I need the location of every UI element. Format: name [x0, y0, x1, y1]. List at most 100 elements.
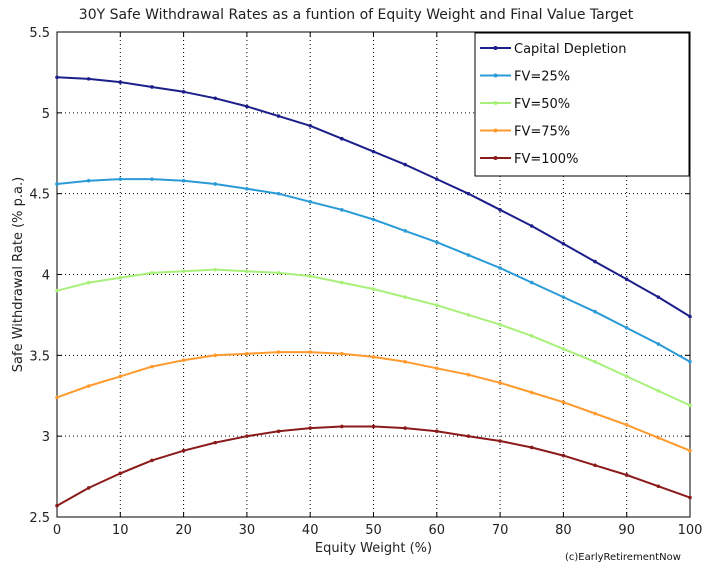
x-tick-label: 30: [239, 523, 256, 538]
data-point: [593, 411, 597, 416]
credit-text: (c)EarlyRetirementNow: [565, 552, 681, 563]
data-point: [245, 351, 249, 356]
data-point: [55, 75, 59, 80]
data-point: [340, 424, 344, 429]
x-tick-label: 100: [678, 523, 703, 538]
data-point: [340, 351, 344, 356]
data-point: [466, 191, 471, 196]
y-axis-ticks: 2.5 3 3.5 4 4.5 5 5.5: [29, 26, 690, 526]
data-point: [403, 162, 407, 167]
data-point: [529, 224, 534, 228]
data-point: [435, 177, 439, 181]
legend-marker: [493, 156, 498, 160]
data-point: [118, 80, 123, 84]
data-point: [688, 495, 692, 500]
data-point: [593, 309, 597, 314]
data-point: [561, 453, 566, 458]
x-axis-ticks: 0 10 20 30 40 50 60 70 80 90 100: [53, 32, 703, 538]
data-point: [561, 295, 566, 299]
series-layer: [55, 75, 692, 508]
data-point: [181, 178, 186, 183]
data-point: [181, 358, 186, 362]
data-point: [340, 208, 344, 212]
series-2: [55, 267, 692, 408]
legend-label: Capital Depletion: [514, 42, 627, 57]
y-tick-label: 3.5: [29, 349, 50, 364]
data-point: [308, 350, 313, 354]
data-point: [213, 182, 218, 186]
data-point: [688, 403, 692, 408]
data-point: [688, 360, 692, 364]
data-point: [181, 269, 186, 274]
data-point: [340, 136, 344, 141]
data-point: [435, 429, 439, 434]
data-point: [213, 353, 218, 358]
data-point: [371, 149, 376, 154]
legend-entry: Capital Depletion: [480, 42, 627, 57]
data-point: [529, 390, 534, 395]
data-point: [403, 295, 407, 299]
data-point: [529, 280, 534, 285]
x-tick-label: 20: [175, 523, 192, 538]
series-line: [56, 178, 691, 363]
data-point: [498, 208, 502, 212]
data-point: [118, 471, 123, 476]
data-point: [529, 445, 534, 450]
data-point: [150, 364, 154, 369]
data-point: [86, 280, 91, 285]
data-point: [403, 229, 407, 233]
data-point: [498, 266, 502, 270]
data-point: [86, 77, 91, 81]
data-point: [561, 347, 566, 351]
data-point: [118, 374, 123, 379]
data-point: [308, 426, 313, 430]
data-point: [466, 313, 471, 317]
x-tick-label: 60: [429, 523, 446, 538]
legend-marker: [493, 73, 498, 78]
legend-entry: FV=100%: [480, 152, 578, 167]
data-point: [118, 275, 123, 280]
legend-label: FV=100%: [514, 152, 578, 167]
legend-entry: FV=75%: [480, 125, 570, 140]
data-point: [245, 104, 249, 109]
data-point: [308, 123, 313, 128]
y-tick-label: 5.5: [29, 26, 50, 41]
x-tick-label: 10: [112, 523, 129, 538]
series-1: [55, 177, 692, 364]
data-point: [466, 253, 471, 257]
legend-entry: FV=25%: [480, 70, 570, 85]
data-point: [624, 473, 629, 477]
legend-marker: [493, 46, 498, 50]
data-point: [276, 191, 281, 196]
y-tick-label: 3: [42, 430, 50, 445]
data-point: [466, 372, 471, 377]
data-point: [55, 182, 59, 186]
data-point: [371, 424, 376, 429]
legend-label: FV=75%: [514, 125, 570, 140]
data-point: [593, 360, 597, 364]
x-tick-label: 70: [492, 523, 509, 538]
series-0: [55, 75, 692, 319]
data-point: [181, 448, 186, 453]
data-point: [245, 434, 249, 438]
data-point: [118, 177, 123, 181]
data-point: [181, 90, 186, 94]
data-point: [276, 429, 281, 434]
data-point: [86, 178, 91, 183]
data-point: [435, 303, 439, 308]
chart-title: 30Y Safe Withdrawal Rates as a funtion o…: [79, 7, 634, 23]
y-tick-label: 4: [42, 269, 50, 284]
series-4: [55, 424, 692, 508]
data-point: [371, 355, 376, 359]
data-point: [624, 374, 629, 379]
data-point: [55, 503, 59, 508]
data-point: [403, 360, 407, 364]
data-point: [656, 484, 661, 489]
legend-marker: [493, 128, 498, 133]
legend-label: FV=50%: [514, 97, 570, 112]
data-point: [55, 288, 59, 293]
data-point: [435, 366, 439, 371]
data-point: [245, 269, 249, 274]
data-point: [435, 240, 439, 244]
